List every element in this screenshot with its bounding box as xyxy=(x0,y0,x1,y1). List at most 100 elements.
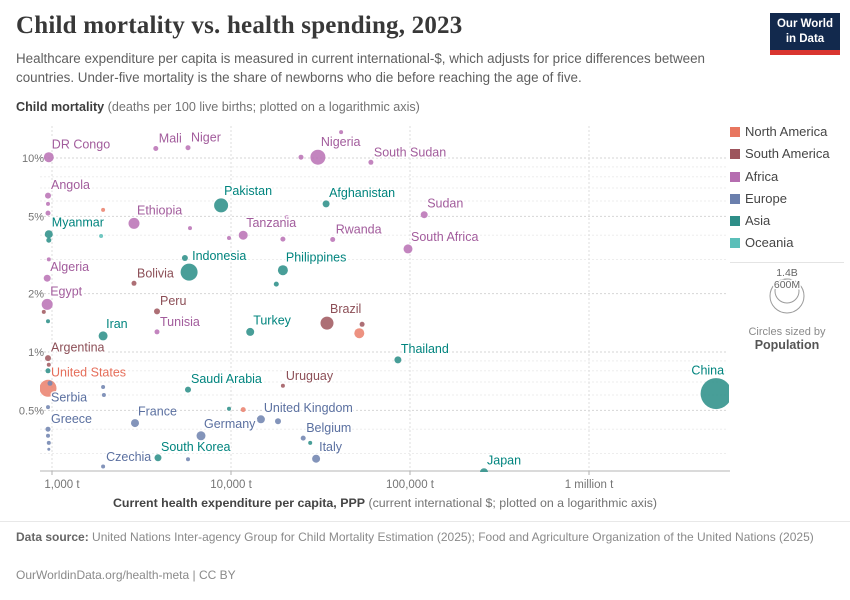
data-point-label[interactable]: Ethiopia xyxy=(136,202,184,219)
data-point-label[interactable]: Philippines xyxy=(284,249,347,266)
data-point[interactable] xyxy=(273,281,279,287)
data-point-turkey[interactable] xyxy=(246,327,255,336)
data-point[interactable] xyxy=(186,457,190,462)
data-point-label[interactable]: Belgium xyxy=(305,420,353,437)
data-point-nigeria[interactable] xyxy=(310,149,326,165)
data-point[interactable] xyxy=(101,393,106,397)
data-point-south-korea[interactable] xyxy=(154,454,162,462)
data-point-label[interactable]: China xyxy=(690,362,726,379)
data-point-label[interactable]: Thailand xyxy=(399,340,450,357)
data-point[interactable] xyxy=(99,234,104,238)
data-point[interactable] xyxy=(354,328,365,339)
data-point-pakistan[interactable] xyxy=(214,198,229,213)
data-point-brazil[interactable] xyxy=(320,316,334,330)
data-point-label[interactable]: Nigeria xyxy=(319,134,362,151)
data-point-algeria[interactable] xyxy=(43,274,51,282)
data-point-label[interactable]: Angola xyxy=(50,177,92,194)
owid-logo[interactable]: Our World in Data xyxy=(770,13,840,55)
data-point-label[interactable]: Uruguay xyxy=(284,368,335,385)
data-point[interactable] xyxy=(46,257,51,262)
data-point-myanmar[interactable] xyxy=(44,230,53,239)
data-point-south-africa[interactable] xyxy=(403,244,413,254)
data-point-philippines[interactable] xyxy=(277,265,288,276)
data-point-label[interactable]: Turkey xyxy=(252,312,293,329)
data-point-label[interactable]: Serbia xyxy=(50,389,89,406)
data-point-dr-congo[interactable] xyxy=(43,152,54,163)
data-point-label[interactable]: Bolivia xyxy=(136,265,176,282)
data-point[interactable] xyxy=(275,418,281,425)
data-point[interactable] xyxy=(101,385,106,389)
legend-item-south-america[interactable]: South America xyxy=(730,146,848,162)
data-point[interactable] xyxy=(298,154,304,160)
data-point-label[interactable]: DR Congo xyxy=(50,136,111,153)
data-point-label[interactable]: South Sudan xyxy=(372,144,447,161)
data-point-label[interactable]: Brazil xyxy=(329,301,363,318)
data-point-italy[interactable] xyxy=(312,454,321,463)
data-point-label[interactable]: Mali xyxy=(157,130,183,147)
data-point-label[interactable]: Rwanda xyxy=(334,221,383,238)
data-point-belgium[interactable] xyxy=(300,435,306,441)
legend-item-europe[interactable]: Europe xyxy=(730,191,848,207)
data-point-label[interactable]: Czechia xyxy=(105,449,153,466)
data-point[interactable] xyxy=(47,447,51,451)
data-point-saudi-arabia[interactable] xyxy=(185,386,191,393)
data-point[interactable] xyxy=(181,255,188,261)
data-point-south-sudan[interactable] xyxy=(368,159,374,165)
data-point-uruguay[interactable] xyxy=(280,383,285,388)
data-point-rwanda[interactable] xyxy=(330,237,336,242)
footer-license-link[interactable]: OurWorldinData.org/health-meta | CC BY xyxy=(16,568,236,582)
data-point-bolivia[interactable] xyxy=(131,280,137,286)
data-point-label[interactable]: Germany xyxy=(203,415,258,432)
data-point[interactable] xyxy=(45,210,51,216)
data-point[interactable] xyxy=(46,201,50,206)
data-point-ethiopia[interactable] xyxy=(128,217,140,229)
data-point-argentina[interactable] xyxy=(45,355,51,362)
data-point[interactable] xyxy=(227,236,231,240)
legend-item-africa[interactable]: Africa xyxy=(730,169,848,185)
data-point[interactable] xyxy=(47,380,53,386)
data-point-label[interactable]: Myanmar xyxy=(50,214,105,231)
data-point-label[interactable]: Sudan xyxy=(426,195,465,212)
data-point-label[interactable]: South Africa xyxy=(410,228,480,245)
legend-item-asia[interactable]: Asia xyxy=(730,213,848,229)
data-point-label[interactable]: United Kingdom xyxy=(262,399,354,416)
data-point-tunisia[interactable] xyxy=(154,329,160,335)
data-point-label[interactable]: Indonesia xyxy=(191,248,248,265)
data-point-label[interactable]: Tunisia xyxy=(159,313,202,330)
data-point-iran[interactable] xyxy=(98,331,108,341)
data-point[interactable] xyxy=(46,319,50,324)
data-point-serbia[interactable] xyxy=(46,405,50,410)
data-point[interactable] xyxy=(45,368,51,374)
data-point[interactable] xyxy=(46,433,50,438)
data-point-greece[interactable] xyxy=(45,426,51,432)
data-point-label[interactable]: Saudi Arabia xyxy=(190,371,264,388)
data-point[interactable] xyxy=(46,362,51,367)
data-point[interactable] xyxy=(101,207,106,212)
data-point[interactable] xyxy=(339,130,344,135)
data-point-label[interactable]: France xyxy=(137,403,179,420)
data-point-label[interactable]: Japan xyxy=(486,452,523,469)
data-point[interactable] xyxy=(46,237,52,243)
data-point-thailand[interactable] xyxy=(394,356,402,364)
data-point[interactable] xyxy=(359,321,365,327)
data-point[interactable] xyxy=(46,440,51,445)
legend-item-oceania[interactable]: Oceania xyxy=(730,235,848,251)
data-point-afghanistan[interactable] xyxy=(322,200,330,208)
data-point[interactable] xyxy=(240,407,246,413)
data-point-japan[interactable] xyxy=(480,468,488,476)
data-point[interactable] xyxy=(188,226,192,231)
data-point-indonesia[interactable] xyxy=(180,263,198,281)
data-point-label[interactable]: Peru xyxy=(159,292,188,309)
data-point-label[interactable]: Egypt xyxy=(49,283,84,300)
data-point-czechia[interactable] xyxy=(101,464,106,469)
data-point-label[interactable]: Iran xyxy=(105,315,130,332)
data-point-label[interactable]: Italy xyxy=(318,439,345,456)
data-point-china[interactable] xyxy=(700,378,732,410)
data-point-label[interactable]: Pakistan xyxy=(223,182,274,199)
data-point-peru[interactable] xyxy=(154,308,160,315)
data-point-label[interactable]: United States xyxy=(50,364,128,381)
data-point[interactable] xyxy=(41,309,46,314)
data-point-niger[interactable] xyxy=(185,145,191,151)
data-point-label[interactable]: Algeria xyxy=(49,259,91,276)
